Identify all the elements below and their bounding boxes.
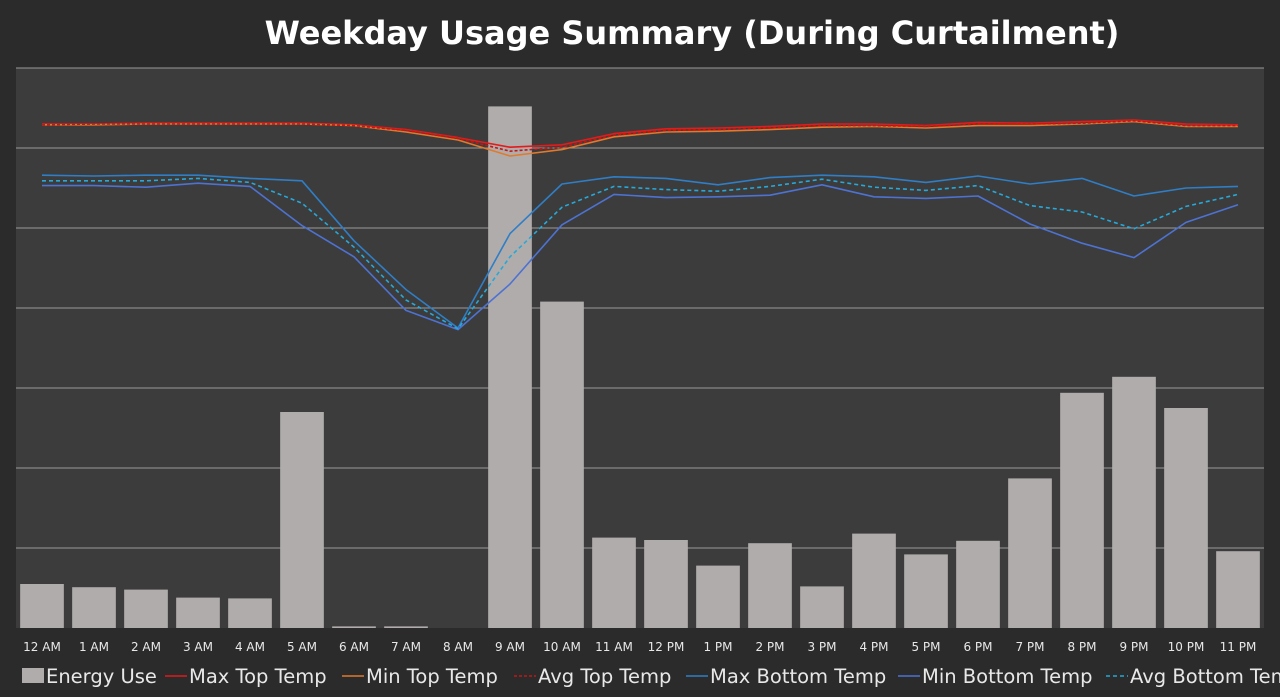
x-tick-label: 5 AM (287, 640, 317, 654)
x-tick-label: 8 PM (1067, 640, 1096, 654)
lines (41, 119, 1239, 331)
legend-label: Min Top Temp (366, 665, 498, 688)
bar-energy-use (72, 587, 116, 628)
bar-energy-use (488, 106, 532, 628)
bar-energy-use (280, 412, 324, 628)
x-tick-label: 10 AM (543, 640, 581, 654)
x-tick-label: 8 AM (443, 640, 473, 654)
chart-title: Weekday Usage Summary (During Curtailmen… (265, 14, 1120, 52)
x-tick-label: 1 PM (703, 640, 732, 654)
bar-energy-use (592, 537, 636, 628)
legend-swatch (22, 668, 44, 683)
bar-energy-use (852, 533, 896, 628)
gridlines (16, 67, 1264, 549)
legend-label: Avg Bottom Temp (1130, 665, 1280, 688)
x-tick-label: 3 AM (183, 640, 213, 654)
bars (20, 106, 1260, 628)
legend: Energy Use Max Top Temp Min Top Temp Avg To… (22, 665, 1280, 688)
x-tick-label: 3 PM (807, 640, 836, 654)
x-tick-label: 10 PM (1168, 640, 1205, 654)
line-min-top-temp (42, 120, 1238, 157)
x-tick-label: 7 PM (1015, 640, 1044, 654)
bar-energy-use (800, 586, 844, 628)
x-tick-label: 6 AM (339, 640, 369, 654)
x-tick-label: 11 AM (595, 640, 633, 654)
bar-energy-use (1060, 392, 1104, 628)
x-tick-label: 4 PM (859, 640, 888, 654)
bar-energy-use (540, 301, 584, 628)
x-tick-label: 11 PM (1220, 640, 1257, 654)
bar-energy-use (956, 540, 1000, 628)
line-avg-bottom-temp (42, 177, 1239, 330)
plot-area (16, 68, 1264, 628)
bar-energy-use (1008, 478, 1052, 628)
legend-label: Max Bottom Temp (710, 665, 886, 688)
x-tick-label: 12 PM (648, 640, 685, 654)
legend-label: Avg Top Temp (538, 665, 671, 688)
x-tick-label: 7 AM (391, 640, 421, 654)
x-tick-label: 12 AM (23, 640, 61, 654)
bar-energy-use (124, 589, 168, 628)
bar-energy-use (176, 597, 220, 628)
x-tick-label: 6 PM (963, 640, 992, 654)
bar-energy-use (696, 565, 740, 628)
line-max-bottom-temp (41, 174, 1239, 329)
x-axis-ticks: 12 AM 1 AM 2 AM 3 AM 4 AM 5 AM 6 AM 7 AM 8 AM 9 A… (23, 640, 1256, 654)
bar-energy-use (384, 626, 428, 628)
x-tick-label: 9 PM (1119, 640, 1148, 654)
bar-energy-use (332, 626, 376, 628)
bar-energy-use (904, 554, 948, 628)
bar-energy-use (748, 543, 792, 628)
bar-energy-use (644, 540, 688, 628)
bar-energy-use (1216, 551, 1260, 628)
x-tick-label: 1 AM (79, 640, 109, 654)
legend-label: Min Bottom Temp (922, 665, 1093, 688)
bar-energy-use (1164, 408, 1208, 628)
x-tick-label: 9 AM (495, 640, 525, 654)
x-tick-label: 2 AM (131, 640, 161, 654)
x-tick-label: 5 PM (911, 640, 940, 654)
x-tick-label: 2 PM (755, 640, 784, 654)
bar-energy-use (228, 598, 272, 628)
line-min-bottom-temp (42, 182, 1239, 331)
legend-label: Max Top Temp (189, 665, 327, 688)
x-tick-label: 4 AM (235, 640, 265, 654)
legend-label: Energy Use (46, 665, 157, 688)
line-avg-top-temp (41, 120, 1238, 152)
bar-energy-use (1112, 376, 1156, 628)
bar-energy-use (20, 584, 64, 628)
